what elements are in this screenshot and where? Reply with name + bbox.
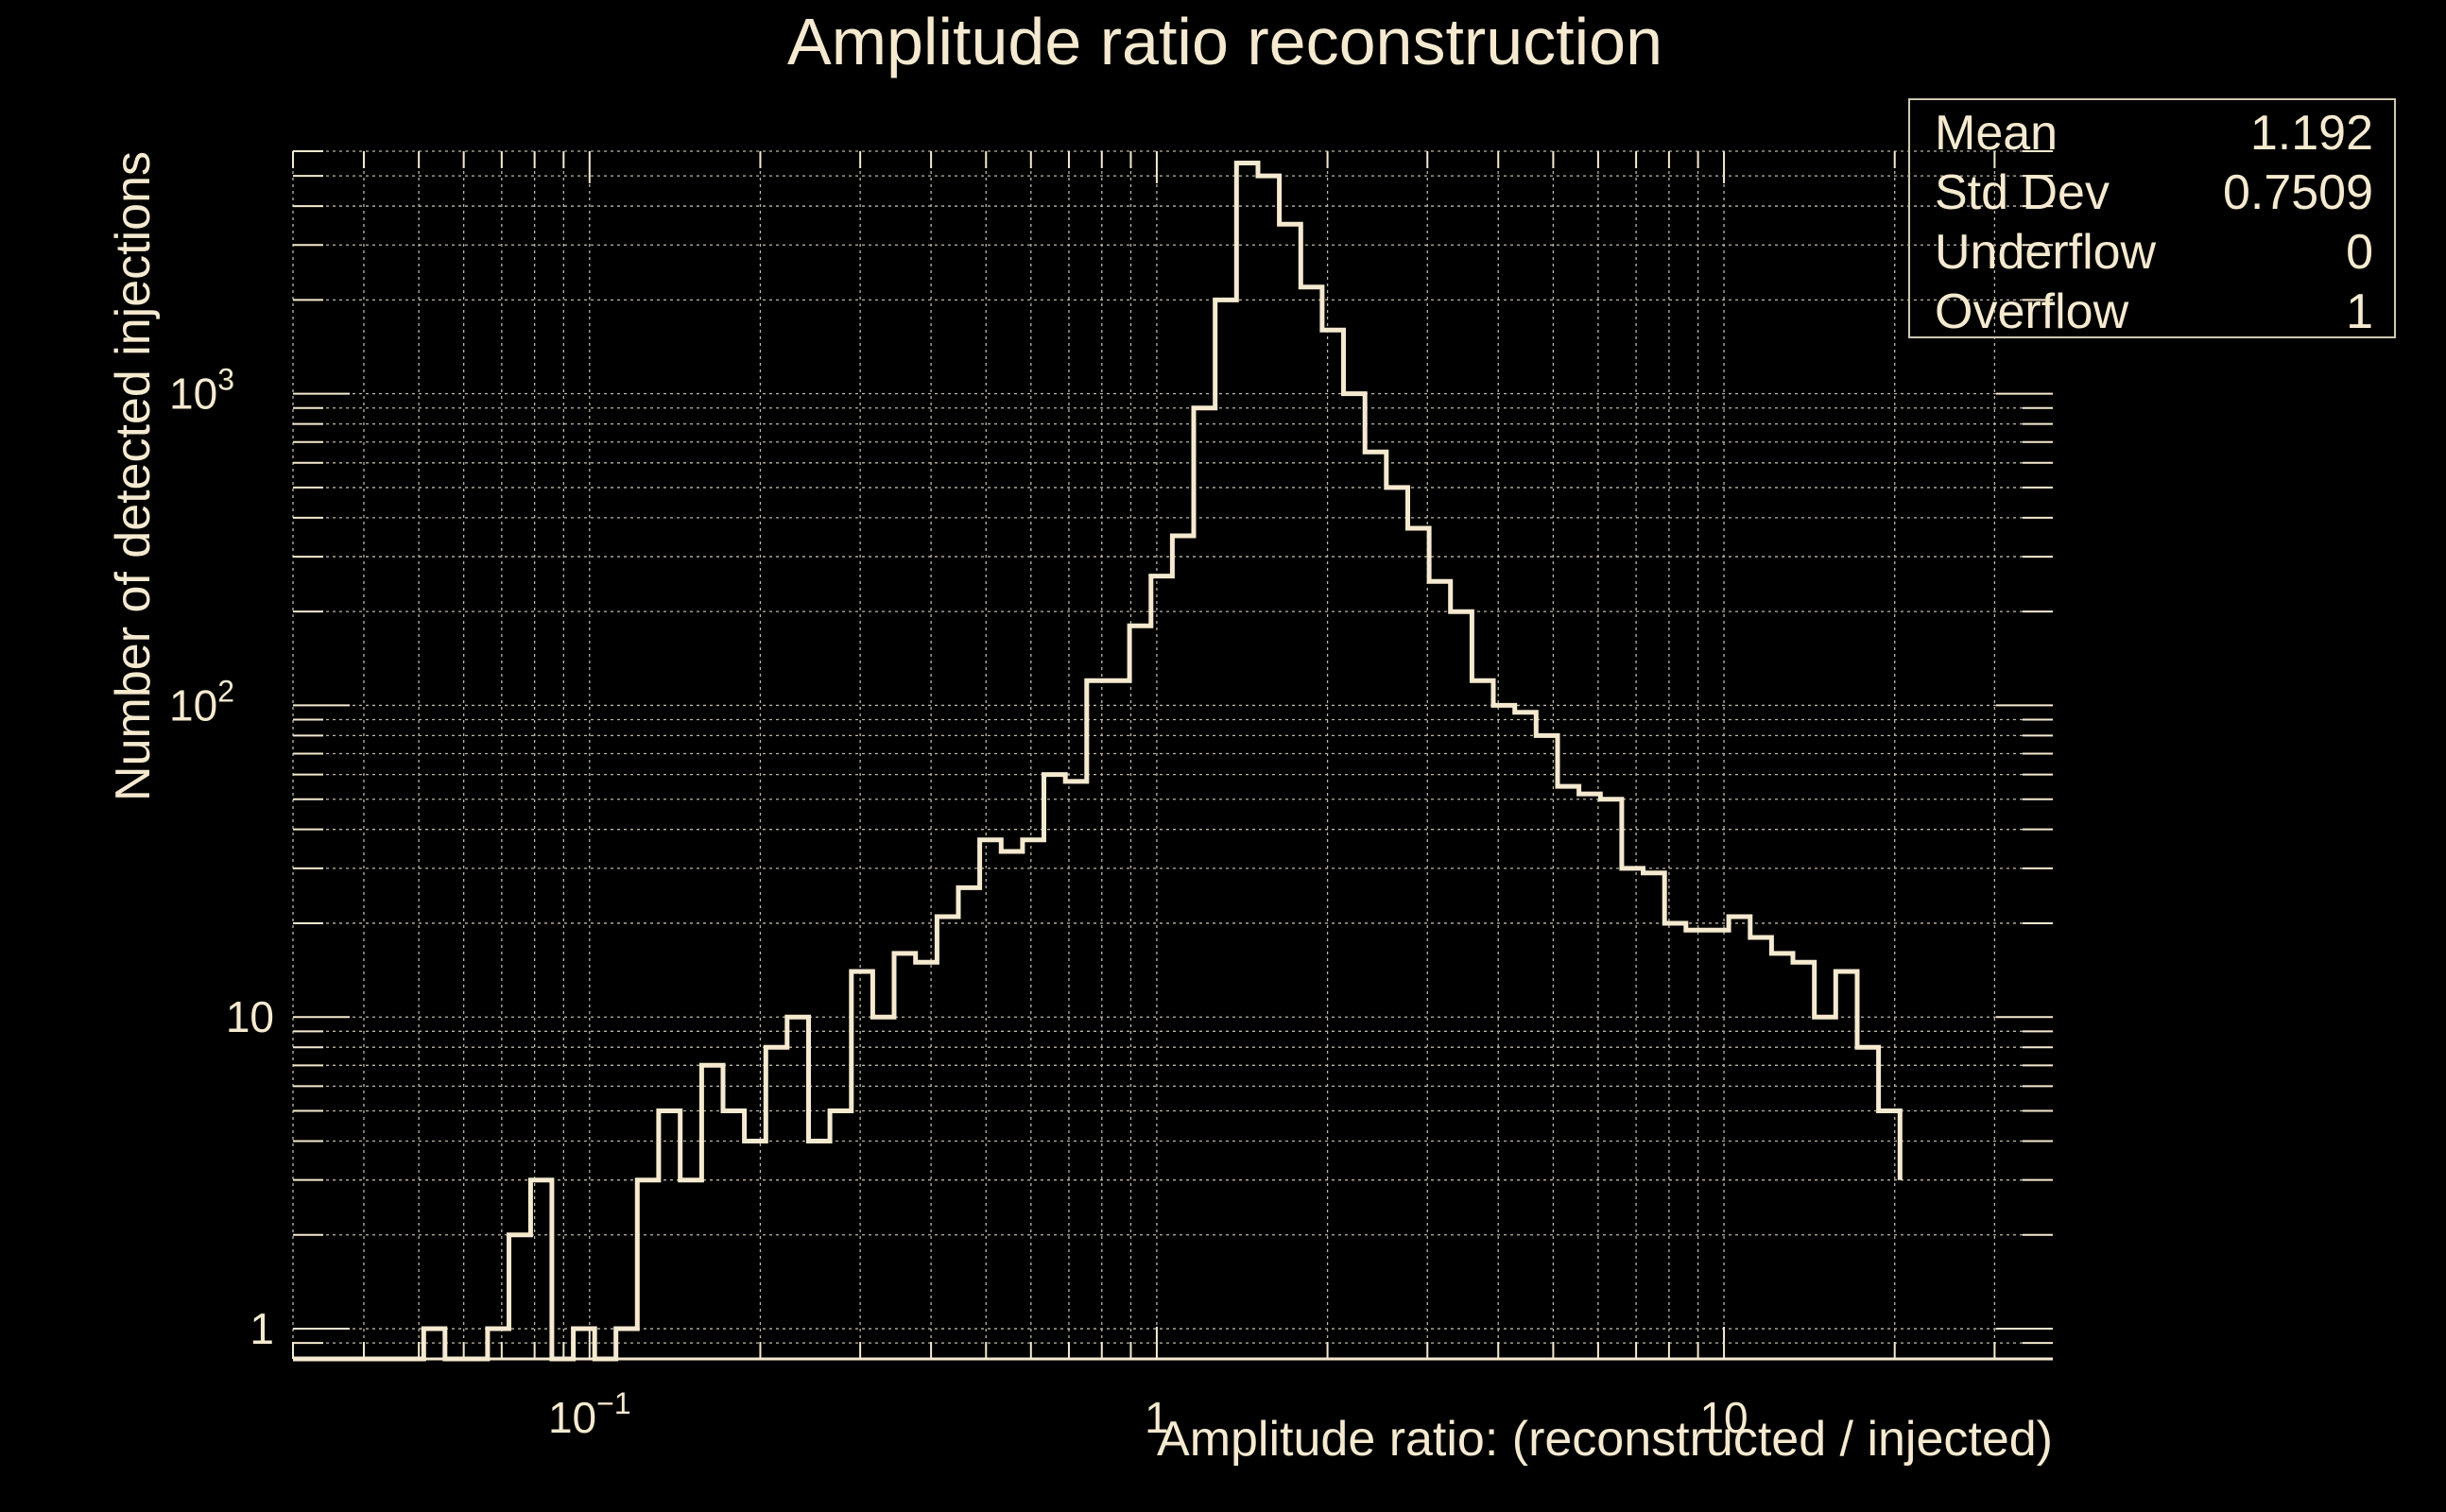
histogram-outline xyxy=(293,161,1903,1362)
x-tick-label: 1 xyxy=(1145,1393,1169,1442)
stats-label: Std Dev xyxy=(1935,165,2110,220)
grid-lines xyxy=(292,150,2053,1360)
stats-value: 0.7509 xyxy=(2222,165,2373,220)
stats-row-overflow: Overflow 1 xyxy=(1935,283,2373,342)
x-tick-label: 10−1 xyxy=(548,1386,631,1442)
stats-value: 0 xyxy=(2346,225,2373,280)
stats-value: 1 xyxy=(2346,284,2373,339)
axes xyxy=(292,150,2053,1361)
stats-row-std-dev: Std Dev 0.7509 xyxy=(1935,163,2373,223)
stats-label: Underflow xyxy=(1935,225,2157,280)
y-axis-label: Number of detected injections xyxy=(106,151,161,801)
y-tick-label: 102 xyxy=(169,674,234,730)
statistics-box: Mean 1.192 Std Dev 0.7509 Underflow 0 Ov… xyxy=(1908,98,2396,339)
stats-label: Mean xyxy=(1935,106,2058,161)
chart-title: Amplitude ratio reconstruction xyxy=(787,5,1662,78)
x-axis-label: Amplitude ratio: (reconstructed / inject… xyxy=(1157,1412,2053,1467)
stats-row-mean: Mean 1.192 xyxy=(1935,104,2373,163)
stats-row-underflow: Underflow 0 xyxy=(1935,223,2373,283)
y-tick-label: 103 xyxy=(169,363,234,419)
y-tick-label: 10 xyxy=(226,992,274,1041)
stats-value: 1.192 xyxy=(2249,106,2373,161)
x-tick-label: 10 xyxy=(1699,1393,1748,1442)
y-tick-label: 1 xyxy=(250,1304,274,1353)
stats-label: Overflow xyxy=(1935,284,2129,339)
